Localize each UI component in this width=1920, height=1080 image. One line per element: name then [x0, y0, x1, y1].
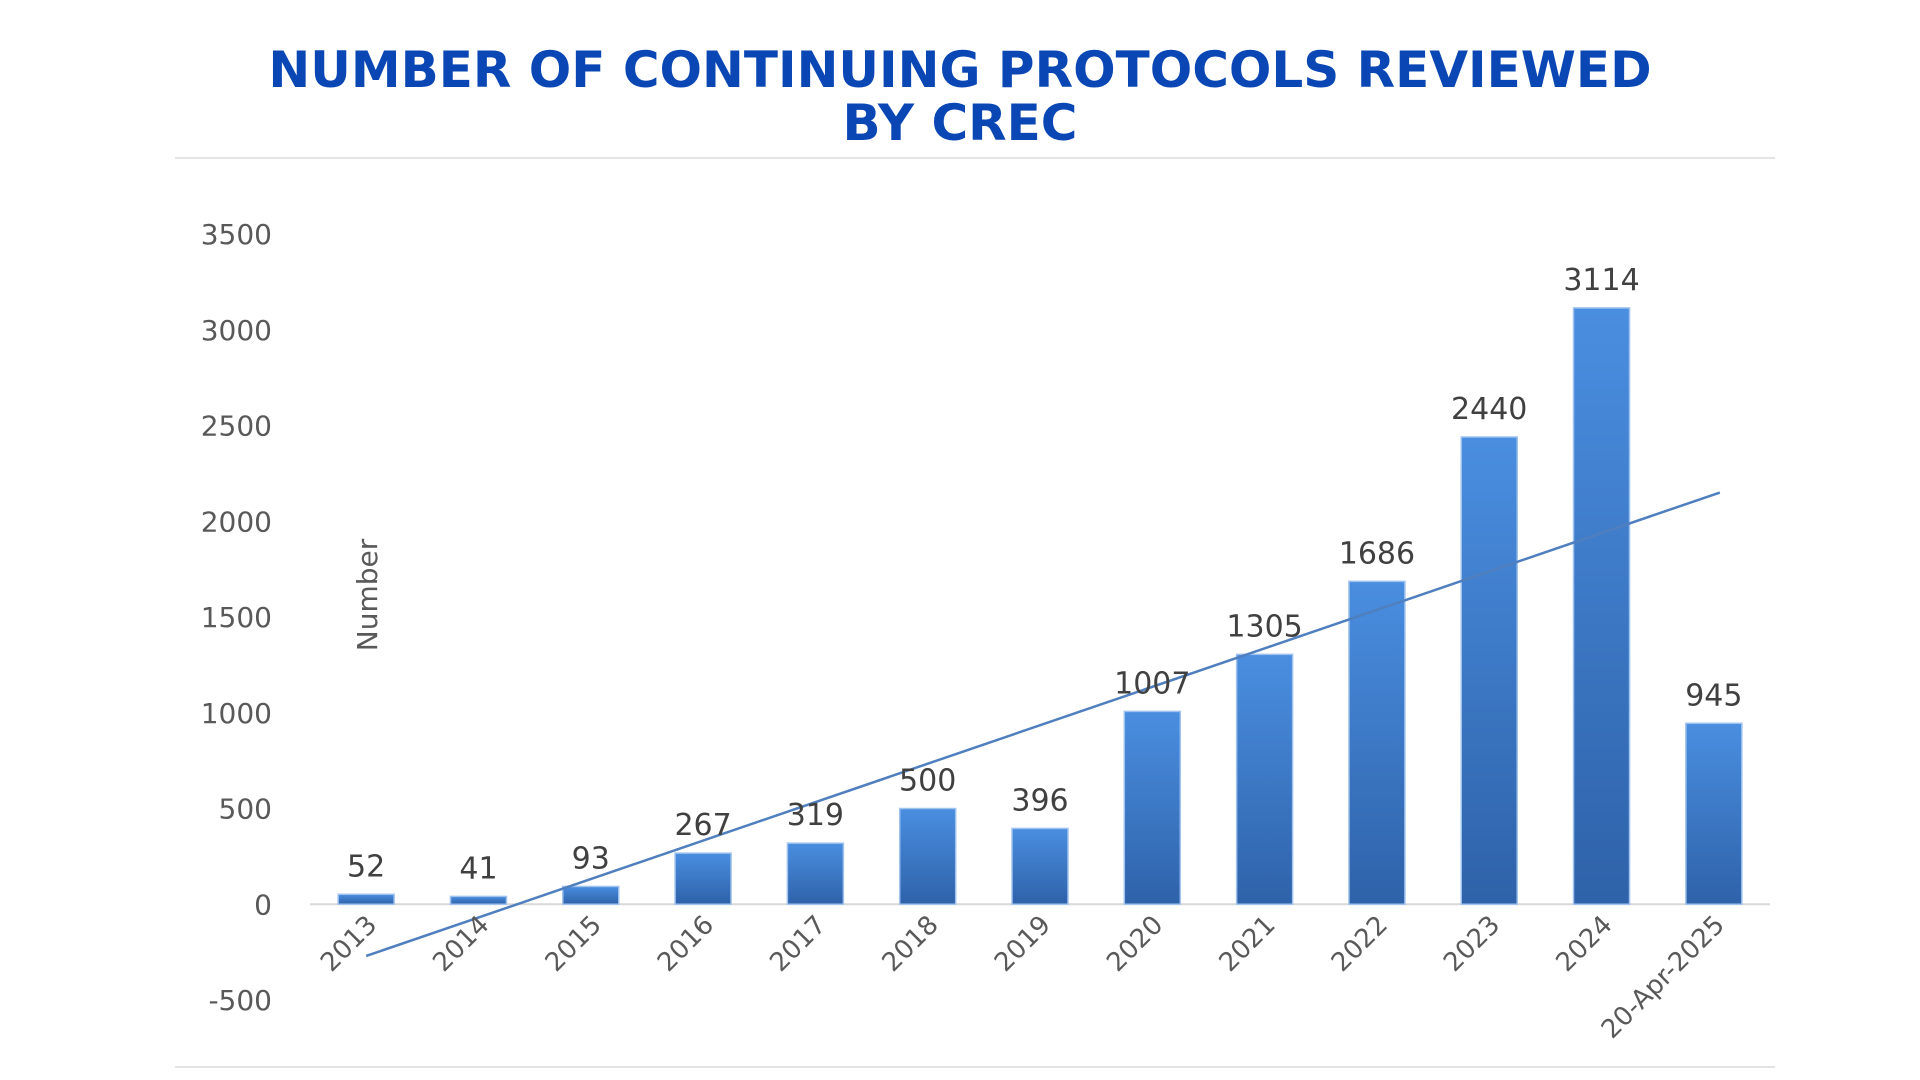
data-label-2017: 319 [787, 798, 844, 833]
linear-trendline [365, 491, 1721, 958]
bars [337, 307, 1743, 906]
data-labels: 52 41 93 267 319 500 396 1007 1305 1686 2440 3114 94… [347, 263, 1742, 886]
chart-title: NUMBER OF CONTINUING PROTOCOLS REVIEWED … [0, 44, 1920, 150]
bar-2024 [1572, 307, 1631, 905]
y-axis-title: Number [351, 538, 384, 651]
bar-2017 [786, 842, 845, 905]
bar-2023 [1460, 436, 1518, 905]
y-tick-label: 2500 [201, 410, 272, 443]
x-tick-label: 2014 [427, 910, 495, 978]
bar-2018 [898, 807, 957, 905]
bottom-divider [175, 1066, 1775, 1068]
y-tick-label: 3000 [201, 314, 272, 347]
x-tick-label: 2024 [1550, 910, 1618, 978]
bar-2014 [449, 895, 508, 905]
bar-20-Apr-2025 [1685, 722, 1743, 905]
x-tick-label: 2018 [877, 910, 945, 978]
data-label-2016: 267 [674, 808, 731, 843]
data-label-2021: 1305 [1226, 609, 1302, 644]
y-tick-label: 1500 [201, 601, 272, 634]
data-label-2013: 52 [347, 849, 385, 884]
bar-2020 [1123, 710, 1182, 905]
chart-title-line-1: NUMBER OF CONTINUING PROTOCOLS REVIEWED [268, 41, 1652, 99]
x-axis-labels: 2013 2014 2015 2016 2017 2018 2019 2020 2021 2022… [315, 910, 1731, 1045]
bar-2016 [674, 852, 732, 906]
data-label-2014: 41 [459, 851, 497, 886]
x-tick-label: 2020 [1101, 910, 1169, 978]
trendline [365, 491, 1721, 958]
x-tick-label: 2022 [1326, 910, 1394, 978]
x-tick-label: 2021 [1214, 910, 1282, 978]
y-tick-label: 2000 [201, 505, 272, 538]
y-axis-ticks: -500 0 500 1000 1500 2000 2500 3000 3500 [201, 218, 272, 1017]
bar-2015 [562, 885, 620, 905]
bar-2019 [1011, 827, 1069, 906]
x-tick-label: 2017 [764, 910, 832, 978]
chart-title-line-2: BY CREC [842, 94, 1078, 152]
data-label-2019: 396 [1011, 783, 1068, 818]
data-label-2022: 1686 [1339, 536, 1415, 571]
y-tick-label: 500 [219, 793, 272, 826]
data-label-2020: 1007 [1114, 666, 1190, 701]
data-label-2018: 500 [899, 764, 956, 799]
data-label-20-Apr-2025: 945 [1685, 678, 1742, 713]
x-tick-label: 2013 [315, 910, 383, 978]
bar-2021 [1235, 653, 1294, 906]
data-label-2015: 93 [572, 841, 610, 876]
y-tick-label: 3500 [201, 218, 272, 251]
y-tick-label: 0 [254, 888, 272, 921]
y-tick-label: -500 [208, 984, 272, 1017]
data-label-2023: 2440 [1451, 392, 1527, 427]
x-tick-label: 2019 [989, 910, 1057, 978]
x-tick-label: 2016 [652, 910, 720, 978]
bar-2013 [337, 893, 395, 905]
bar-2022 [1348, 580, 1406, 905]
data-label-2024: 3114 [1563, 263, 1639, 298]
y-tick-label: 1000 [201, 697, 272, 730]
x-tick-label: 2015 [540, 910, 608, 978]
x-tick-label: 2023 [1438, 910, 1506, 978]
top-divider [175, 157, 1775, 159]
